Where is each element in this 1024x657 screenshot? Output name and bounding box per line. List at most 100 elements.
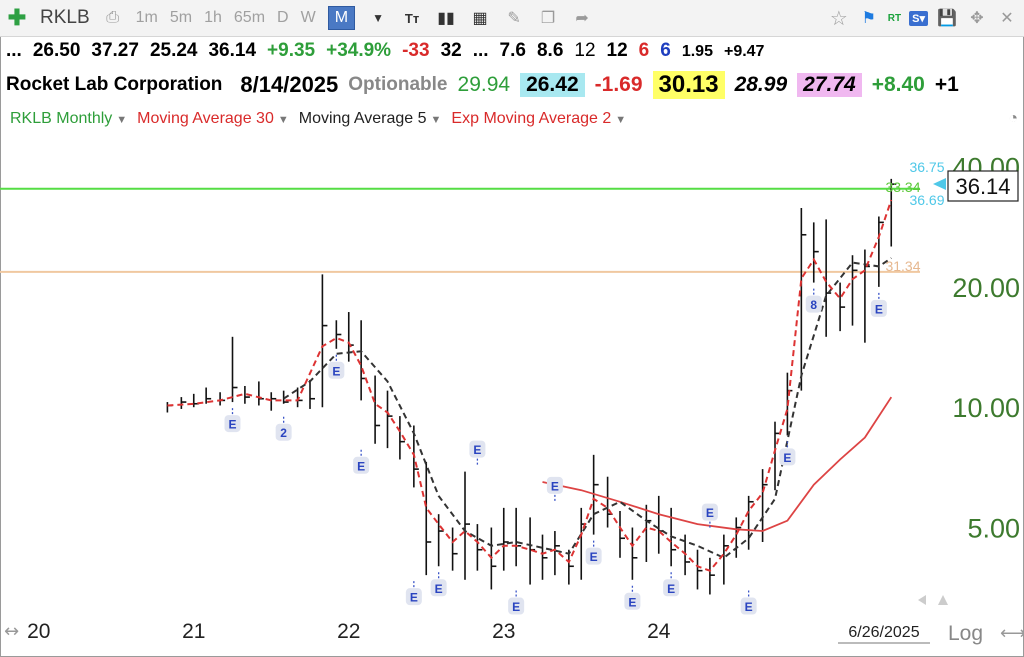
period-daily[interactable]: D <box>277 9 289 26</box>
quote-value: 36.14 <box>208 40 257 61</box>
info-row: Rocket Lab Corporation 8/14/2025 Optiona… <box>6 69 969 101</box>
x-tick-label: 23 <box>492 620 515 643</box>
event-badge <box>275 423 292 441</box>
x-tick-label: 24 <box>647 620 671 643</box>
ema2-line <box>167 199 893 572</box>
indicator-legend: RKLB Monthly ▼ Moving Average 30 ▼ Moving … <box>10 110 626 128</box>
date-label: 6/26/2025 <box>848 624 919 641</box>
chevron-down-icon[interactable]: ▼ <box>116 114 128 126</box>
event-badge <box>224 415 241 433</box>
event-badge <box>430 579 447 597</box>
share-arrow-icon[interactable]: ➦ <box>575 10 589 27</box>
palette-icon[interactable]: ◔ <box>1008 110 1018 127</box>
s-box-icon[interactable]: S▾ <box>909 10 928 26</box>
quote-value: -33 <box>402 40 430 61</box>
chevron-down-icon[interactable]: ▼ <box>430 114 442 126</box>
info-value-8: +1 <box>934 73 959 96</box>
indicator-ma5[interactable]: Moving Average 5 ▼ <box>299 110 442 128</box>
chevron-down-icon[interactable]: ▼ <box>372 11 384 25</box>
event-label: E <box>228 418 236 432</box>
quote-value: +34.9% <box>326 40 392 61</box>
toolbar: ✚ RKLB ⎙ 1m 5m 1h 65m D W M ▼ Tт ▮▮ ▦ ✎ … <box>0 0 1024 37</box>
quote-value: 12 <box>574 40 596 61</box>
flag-icon[interactable]: ⚑ <box>861 10 876 27</box>
print-icon[interactable]: ⎙ <box>106 9 120 26</box>
scroll-left-icon <box>918 595 926 605</box>
quote-value: ... <box>472 40 489 61</box>
event-badge <box>546 476 563 494</box>
pencil-icon[interactable]: ✎ <box>507 10 521 27</box>
event-badge <box>870 299 887 317</box>
quote-value: 37.27 <box>91 40 139 61</box>
x-tick-label: 21 <box>182 620 205 643</box>
last-price-label: 36.14 <box>955 174 1010 199</box>
event-label: E <box>875 302 883 316</box>
indicator-ma30[interactable]: Moving Average 30 ▼ <box>137 110 289 128</box>
close-icon[interactable]: ✕ <box>1000 10 1014 27</box>
event-label: E <box>590 550 598 564</box>
grid-settings-icon[interactable]: ▦ <box>472 10 488 27</box>
event-badge <box>701 503 718 521</box>
price-label-orange: 31.34 <box>885 258 920 274</box>
event-badge <box>805 295 822 313</box>
event-badge <box>508 597 525 615</box>
period-65m[interactable]: 65m <box>233 9 266 26</box>
event-label: E <box>706 506 714 520</box>
s-box-label: S <box>912 12 920 25</box>
event-badge <box>663 579 680 597</box>
layers-icon[interactable]: ❐ <box>540 10 556 27</box>
last-price-box <box>947 170 1019 202</box>
last-price-pointer-icon <box>933 178 946 190</box>
save-icon[interactable]: 💾 <box>937 10 957 27</box>
y-tick-label: 10.00 <box>952 393 1020 423</box>
quote-value: 8.6 <box>536 40 564 61</box>
quote-value: +9.35 <box>267 40 316 61</box>
period-weekly[interactable]: W <box>300 9 316 26</box>
period-1m[interactable]: 1m <box>135 9 158 26</box>
text-tool-icon[interactable]: Tт <box>404 10 420 26</box>
ma30-line <box>542 396 893 532</box>
period-monthly[interactable]: M <box>327 6 356 30</box>
event-badge <box>328 361 345 379</box>
bar-chart-icon[interactable]: ▮▮ <box>437 10 455 27</box>
event-label: E <box>745 600 753 614</box>
chevron-down-icon[interactable]: ▼ <box>615 114 627 126</box>
event-badge <box>353 456 370 474</box>
indicator-ma5-label: Moving Average 5 <box>298 110 427 127</box>
event-badge <box>624 592 641 610</box>
info-value-1: 29.94 <box>457 73 511 96</box>
event-label: E <box>435 582 443 596</box>
star-icon[interactable]: ☆ <box>829 7 848 30</box>
realtime-badge[interactable]: RT <box>887 12 902 24</box>
quote-value: 6 <box>638 40 650 61</box>
quote-value: 32 <box>440 40 462 61</box>
quote-value: ... <box>6 40 22 61</box>
x-tick-label: 22 <box>337 620 360 643</box>
chevron-down-icon[interactable]: ▼ <box>277 114 289 126</box>
quote-value: +9.47 <box>723 43 765 60</box>
event-badge <box>405 588 422 606</box>
move-icon[interactable]: ✥ <box>970 10 984 27</box>
log-scale-toggle: Log <box>948 622 983 645</box>
event-label: E <box>628 595 636 609</box>
event-badge <box>740 597 757 615</box>
period-5m[interactable]: 5m <box>169 9 193 26</box>
indicator-symbol[interactable]: RKLB Monthly ▼ <box>10 110 127 128</box>
event-label: 2 <box>280 426 287 440</box>
info-value-3: -1.69 <box>594 73 643 96</box>
event-label: E <box>410 591 418 605</box>
period-1h[interactable]: 1h <box>204 9 222 26</box>
price-label-green: 33.34 <box>885 179 920 195</box>
zoom-arrows-icon: ↔ <box>4 621 19 642</box>
add-symbol-icon[interactable]: ✚ <box>7 5 27 30</box>
indicator-symbol-label: RKLB Monthly <box>10 110 113 127</box>
y-tick-label: 20.00 <box>952 273 1020 303</box>
symbol-field[interactable]: RKLB <box>40 7 90 28</box>
event-label: E <box>512 600 520 614</box>
ma5-line <box>283 257 892 559</box>
price-label-low: 36.69 <box>909 192 944 208</box>
quote-row: ... 26.50 37.27 25.24 36.14 +9.35 +34.9% -33 32.… <box>6 40 775 66</box>
indicator-ema2[interactable]: Exp Moving Average 2 ▼ <box>451 110 626 128</box>
quote-value: 6 <box>660 40 671 61</box>
